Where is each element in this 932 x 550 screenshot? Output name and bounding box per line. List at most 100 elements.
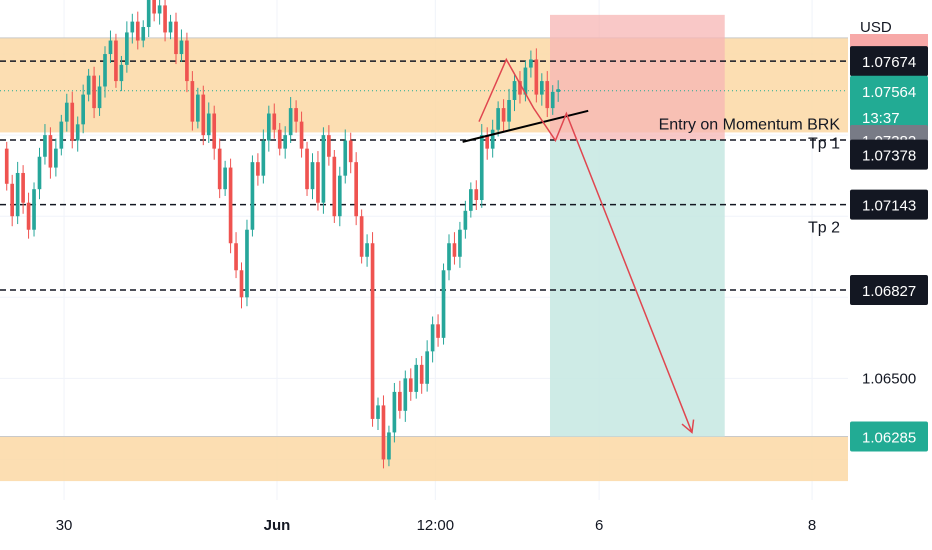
candle-body xyxy=(130,21,135,33)
price-label-partial xyxy=(850,34,928,50)
drawings[interactable] xyxy=(462,57,695,434)
candle xyxy=(321,127,326,214)
candle-body xyxy=(496,108,500,130)
candle-body xyxy=(59,121,64,149)
price-badge-label: 1.07378 xyxy=(862,148,916,165)
candle xyxy=(425,340,429,392)
candle-body xyxy=(305,148,309,190)
candle xyxy=(545,71,550,118)
candle xyxy=(92,66,96,119)
candle-body xyxy=(206,113,211,136)
candle xyxy=(174,12,178,65)
candle-body xyxy=(490,129,495,149)
candle-body xyxy=(125,32,129,65)
candle-body xyxy=(365,243,369,257)
candle xyxy=(348,132,353,174)
candle xyxy=(376,397,380,430)
projection-path[interactable] xyxy=(478,57,693,433)
stop-loss-zone[interactable] xyxy=(550,14,725,140)
price-axis[interactable]: USD1.076741.0756413:371.073821.073781.07… xyxy=(848,0,932,550)
candle-body xyxy=(387,432,391,460)
candle xyxy=(185,32,189,93)
candle xyxy=(223,160,227,196)
candle xyxy=(294,100,298,133)
time-axis[interactable]: 30 Jun 12:00 6 8 xyxy=(0,500,932,550)
candle-body xyxy=(523,67,528,95)
candle-body xyxy=(288,108,293,136)
candle xyxy=(277,122,282,156)
price-badge[interactable]: 1.07143 xyxy=(850,189,928,220)
candle xyxy=(114,33,118,88)
candle-body xyxy=(157,5,162,14)
candle xyxy=(15,161,20,225)
price-badge[interactable]: 1.06285 xyxy=(850,421,928,452)
candle xyxy=(337,166,342,227)
candle xyxy=(163,0,167,42)
candle-body xyxy=(21,172,25,203)
candle xyxy=(452,232,457,265)
candle xyxy=(168,14,173,40)
candle-body xyxy=(354,162,358,217)
candle-body xyxy=(256,162,260,176)
price-badge-bg xyxy=(850,139,928,170)
candle xyxy=(441,263,446,345)
price-badge[interactable]: 1.07674 xyxy=(850,46,928,77)
candle xyxy=(32,182,36,237)
candle-body xyxy=(250,162,255,230)
candle-body xyxy=(92,75,96,109)
candle-body xyxy=(223,167,227,190)
candle xyxy=(447,234,451,281)
candle-body xyxy=(447,243,451,271)
candle xyxy=(75,116,80,152)
short-position-tool[interactable] xyxy=(550,14,725,437)
candle xyxy=(245,219,249,307)
candle-body xyxy=(135,21,140,41)
candle-body xyxy=(381,405,386,460)
candle xyxy=(299,111,304,158)
price-badge-bg xyxy=(850,421,928,452)
candle xyxy=(550,85,555,115)
candlestick-series xyxy=(4,0,561,469)
take-profit-zone[interactable] xyxy=(550,140,725,437)
candle-body xyxy=(277,129,282,149)
level-annotation: Tp 2 xyxy=(808,219,840,236)
price-badge[interactable]: 1.06827 xyxy=(850,275,928,305)
candle xyxy=(490,119,495,158)
candle xyxy=(343,129,348,184)
candle xyxy=(381,395,386,469)
candle-body xyxy=(529,59,533,68)
candle-body xyxy=(119,64,124,82)
candle-body xyxy=(436,324,440,338)
candle xyxy=(266,105,271,152)
candle-body xyxy=(398,391,402,411)
candle-body xyxy=(501,108,506,122)
candle-body xyxy=(217,148,222,190)
candle-body xyxy=(294,108,298,122)
candle-body xyxy=(419,364,424,384)
candle xyxy=(354,152,358,226)
price-badge-bg xyxy=(850,275,928,305)
candle-body xyxy=(185,40,189,82)
candle-body xyxy=(348,140,353,163)
candle xyxy=(305,141,309,196)
candle xyxy=(234,232,238,279)
candle-body xyxy=(550,91,555,109)
candle xyxy=(179,29,184,62)
price-badge[interactable]: 1.07378 xyxy=(850,139,928,170)
candle xyxy=(239,262,244,309)
candle xyxy=(414,358,419,399)
candle xyxy=(228,158,233,254)
candle-body xyxy=(201,94,206,136)
candle xyxy=(310,153,315,200)
candle xyxy=(190,71,195,131)
price-badge[interactable]: 1.07564 13:37 xyxy=(850,75,928,132)
candle-body xyxy=(545,81,550,109)
candle-body xyxy=(534,59,539,95)
candle-body xyxy=(97,86,102,109)
horizontal-levels xyxy=(0,60,848,291)
candle-body xyxy=(458,229,462,257)
candle xyxy=(430,316,435,363)
candle-body xyxy=(337,175,342,217)
